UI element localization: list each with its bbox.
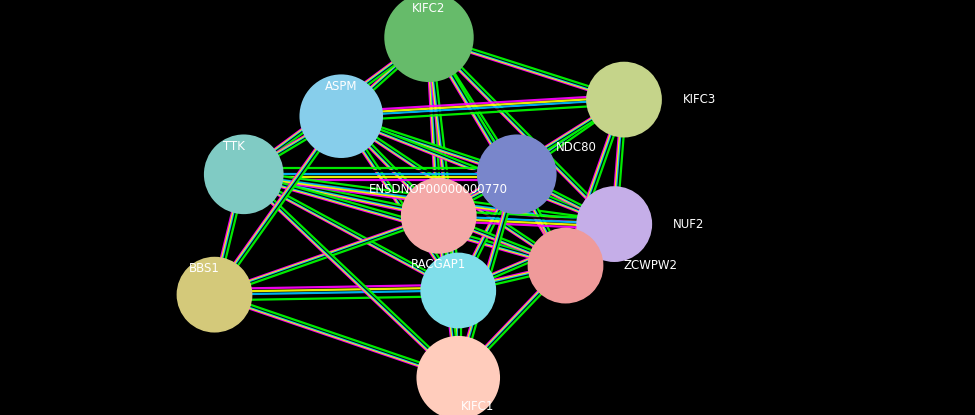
Ellipse shape [300, 75, 382, 157]
Ellipse shape [417, 337, 499, 415]
Text: ZCWPW2: ZCWPW2 [624, 259, 678, 272]
Text: KIFC2: KIFC2 [412, 2, 446, 15]
Text: ENSDNOP00000000770: ENSDNOP00000000770 [370, 183, 508, 196]
Text: NUF2: NUF2 [673, 217, 704, 231]
Text: KIFC3: KIFC3 [682, 93, 716, 106]
Ellipse shape [205, 135, 283, 213]
Text: ASPM: ASPM [325, 81, 358, 93]
Ellipse shape [478, 135, 556, 213]
Ellipse shape [402, 179, 476, 253]
Ellipse shape [177, 258, 252, 332]
Text: BBS1: BBS1 [189, 262, 220, 275]
Ellipse shape [528, 229, 603, 303]
Text: KIFC1: KIFC1 [461, 400, 494, 413]
Text: RACGAP1: RACGAP1 [411, 258, 466, 271]
Ellipse shape [577, 187, 651, 261]
Ellipse shape [587, 63, 661, 137]
Text: TTK: TTK [223, 140, 245, 153]
Ellipse shape [385, 0, 473, 81]
Ellipse shape [421, 254, 495, 327]
Text: NDC80: NDC80 [556, 142, 597, 154]
